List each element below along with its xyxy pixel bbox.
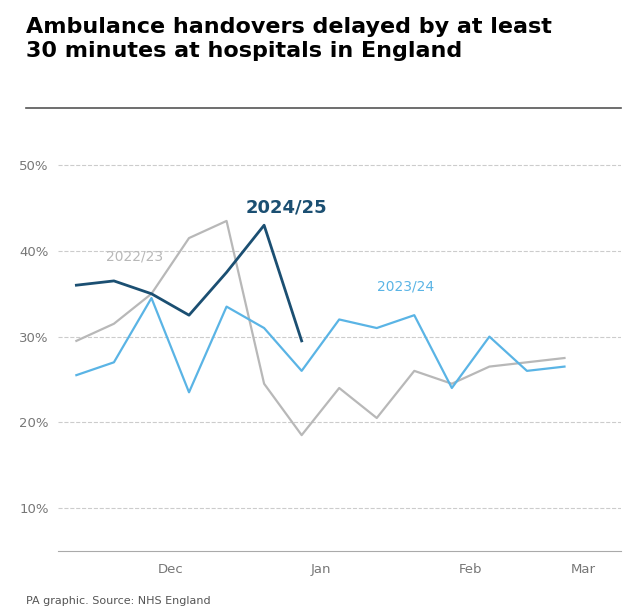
Text: Ambulance handovers delayed by at least
30 minutes at hospitals in England: Ambulance handovers delayed by at least … (26, 17, 552, 61)
Text: 2024/25: 2024/25 (245, 199, 327, 217)
Text: 2022/23: 2022/23 (106, 250, 164, 264)
Text: PA graphic. Source: NHS England: PA graphic. Source: NHS England (26, 596, 210, 606)
Text: 2023/24: 2023/24 (377, 280, 434, 294)
